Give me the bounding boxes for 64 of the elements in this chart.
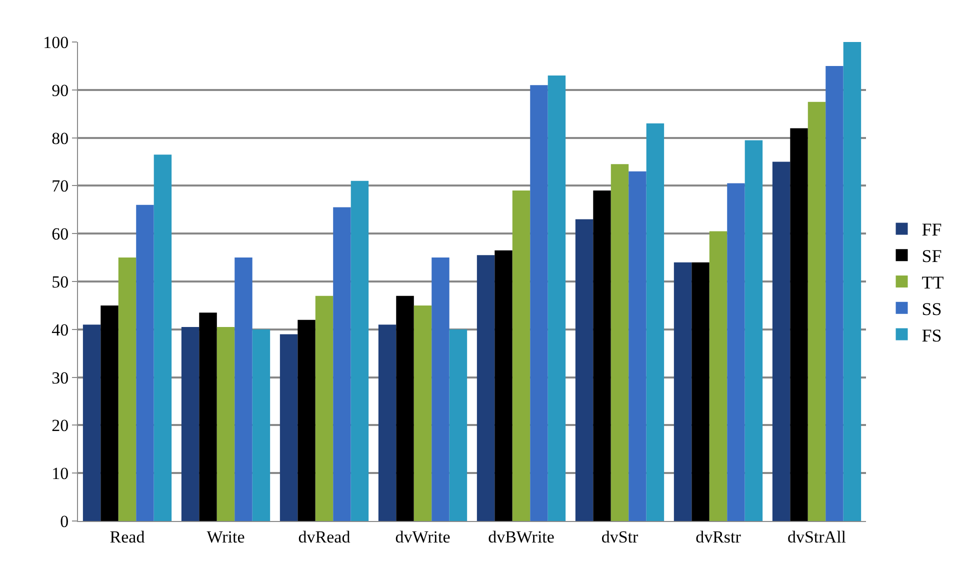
- bar: [494, 250, 512, 521]
- bar: [674, 262, 692, 521]
- bar: [593, 190, 611, 521]
- bar: [414, 305, 432, 521]
- bar: [333, 207, 351, 521]
- bar: [252, 329, 270, 521]
- y-tick-label: 80: [52, 128, 69, 148]
- x-tick-label: dvStr: [601, 527, 639, 546]
- bar: [199, 312, 217, 521]
- x-tick-label: Write: [206, 527, 245, 546]
- bar: [512, 190, 530, 521]
- bar: [298, 320, 316, 521]
- x-tick-label: Read: [110, 527, 146, 546]
- bar: [396, 296, 414, 521]
- x-tick-label: dvWrite: [395, 527, 450, 546]
- bar: [843, 42, 862, 521]
- legend-label: FF: [922, 220, 942, 240]
- bar: [350, 180, 369, 521]
- bar: [646, 123, 664, 521]
- bar: [154, 154, 172, 521]
- bar: [234, 258, 252, 521]
- bar: [82, 324, 101, 521]
- bar: [449, 329, 468, 521]
- bar: [709, 231, 728, 521]
- y-tick-label: 40: [52, 320, 69, 340]
- bar: [826, 66, 844, 521]
- bar: [181, 327, 200, 521]
- y-tick-label: 70: [52, 176, 69, 196]
- bar: [548, 76, 566, 521]
- y-tick-label: 60: [52, 224, 69, 244]
- bar: [530, 85, 548, 521]
- bar: [808, 102, 826, 521]
- bar: [118, 258, 136, 521]
- bar: [610, 164, 629, 521]
- legend-label: SF: [922, 246, 942, 266]
- bar: [692, 262, 710, 521]
- bar: [772, 162, 790, 521]
- legend-label: TT: [922, 272, 944, 293]
- legend-label: FS: [922, 325, 942, 346]
- bar: [280, 334, 298, 521]
- x-tick-label: dvRead: [298, 527, 351, 546]
- y-tick-label: 20: [52, 416, 69, 436]
- bar: [100, 305, 118, 521]
- bar: [790, 128, 808, 521]
- x-tick-label: dvBWrite: [488, 527, 554, 546]
- y-tick-label: 100: [43, 32, 69, 52]
- bar: [378, 324, 396, 521]
- bar: [628, 171, 646, 521]
- bar: [476, 255, 495, 521]
- y-tick-label: 10: [52, 464, 69, 484]
- y-tick-label: 0: [60, 512, 69, 531]
- legend-label: SS: [922, 298, 942, 319]
- bar: [744, 140, 763, 521]
- y-tick-label: 90: [52, 80, 69, 100]
- bar: [575, 219, 594, 521]
- x-tick-label: dvStrAll: [787, 527, 846, 546]
- bar: [216, 327, 235, 521]
- y-tick-label: 30: [52, 368, 69, 388]
- bar: [432, 258, 450, 521]
- y-tick-label: 50: [52, 272, 69, 292]
- bar: [315, 296, 334, 521]
- x-tick-label: dvRstr: [696, 527, 742, 546]
- bar: [136, 204, 154, 521]
- bar: [727, 183, 745, 521]
